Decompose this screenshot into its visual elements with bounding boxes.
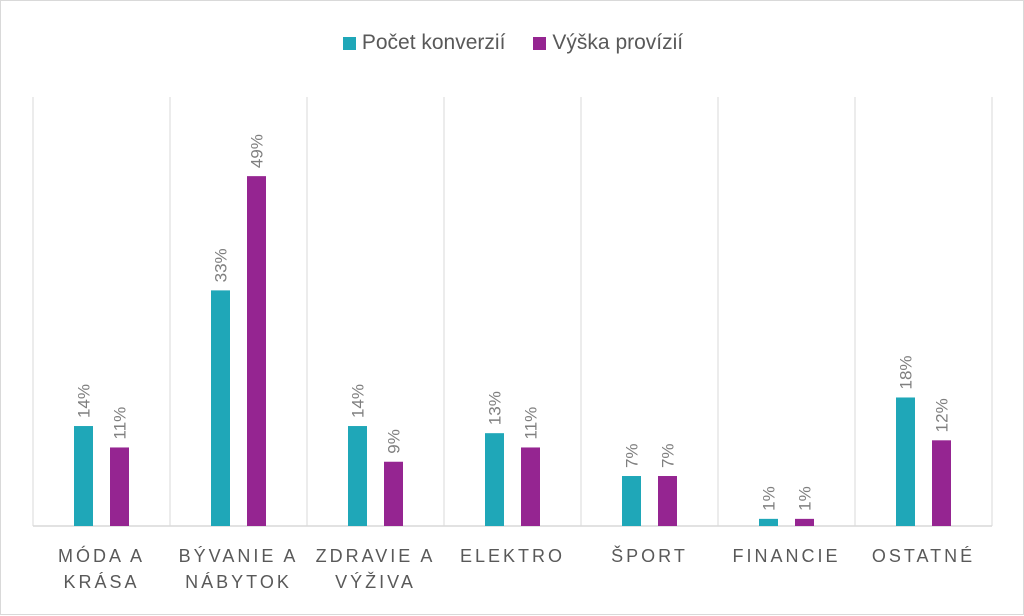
data-label: 1% — [760, 486, 779, 511]
bar-conversions — [348, 426, 367, 526]
data-label: 12% — [933, 398, 952, 432]
bar-commissions — [110, 447, 129, 526]
bar-conversions — [896, 397, 915, 526]
data-label: 7% — [623, 443, 642, 468]
category-label: ELEKTRO — [459, 546, 566, 566]
bar-conversions — [759, 518, 778, 526]
bar-commissions — [795, 518, 814, 526]
category-label: ŠPORT — [611, 546, 688, 566]
bar-conversions — [622, 476, 641, 526]
bar-conversions — [74, 426, 93, 526]
bar-commissions — [247, 176, 266, 526]
legend-item-conversions: Počet konverzií — [342, 31, 506, 55]
data-label: 9% — [385, 429, 404, 454]
data-label: 14% — [349, 384, 368, 418]
legend-item-commissions: Výška provízií — [533, 31, 683, 55]
bar-conversions — [211, 290, 230, 526]
category-label: OSTATNÉ — [871, 546, 976, 566]
bar-conversions — [485, 433, 504, 526]
data-label: 49% — [248, 134, 267, 168]
category-label: ZDRAVIE A VÝŽIVA — [315, 546, 436, 592]
data-label: 33% — [212, 248, 231, 282]
legend-label-commissions: Výška provízií — [552, 31, 684, 54]
bar-commissions — [384, 461, 403, 526]
data-label: 13% — [486, 391, 505, 425]
legend: Počet konverzií Výška provízií — [1, 31, 1024, 55]
category-label: BÝVANIE A NÁBYTOK — [178, 546, 299, 592]
data-label: 18% — [897, 355, 916, 389]
category-label: FINANCIE — [732, 546, 841, 566]
data-label: 7% — [659, 443, 678, 468]
data-label: 11% — [522, 407, 541, 440]
bar-commissions — [932, 440, 951, 526]
bar-commissions — [658, 476, 677, 526]
bar-commissions — [521, 447, 540, 526]
legend-swatch-commissions — [533, 36, 547, 50]
data-label: 1% — [796, 486, 815, 511]
category-label: MÓDA A KRÁSA — [57, 546, 146, 592]
data-label: 14% — [75, 384, 94, 418]
legend-label-conversions: Počet konverzií — [361, 31, 506, 54]
legend-swatch-conversions — [342, 36, 356, 50]
data-label: 11% — [111, 407, 130, 440]
